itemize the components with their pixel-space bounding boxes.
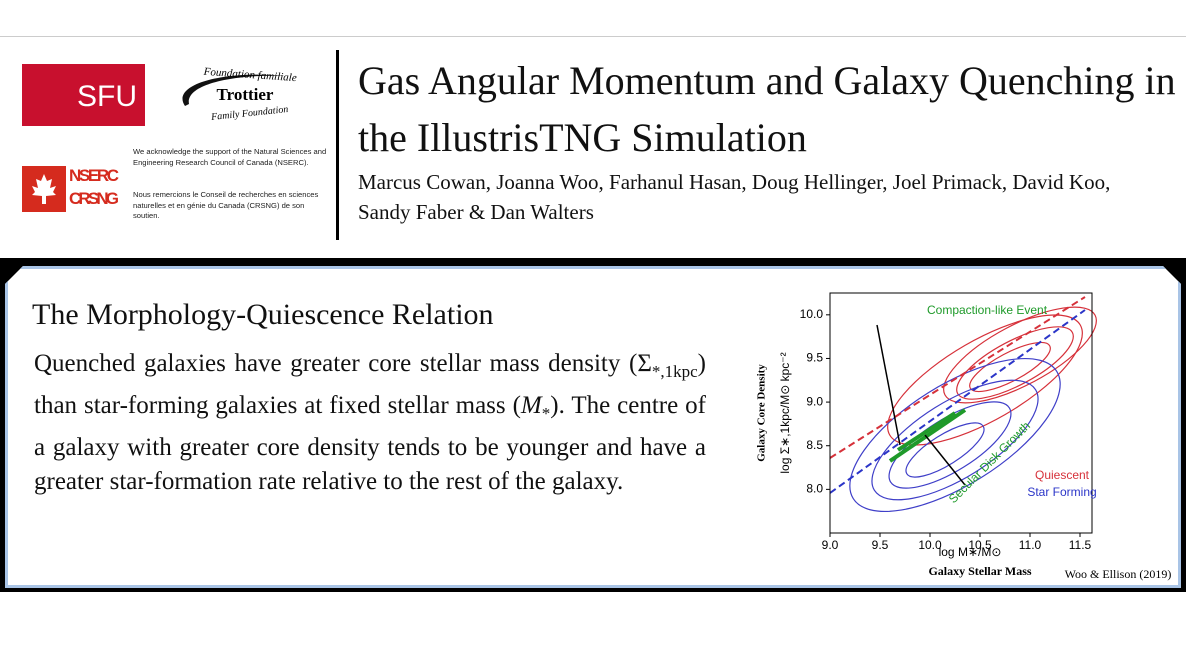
growth-arrow [888,408,967,463]
nserc-text: CRSNG [69,189,119,208]
figure: Compaction-like Event Secular Disk Growt… [756,292,1172,581]
nserc-text: NSERC [69,166,119,185]
annotation: Secular Disk Growth [946,419,1033,506]
symbol: Σ [637,350,652,377]
legend-entry: Star Forming [1027,485,1096,499]
sfu-text: SFU [77,80,137,113]
subscript: *,1kpc [651,362,698,381]
x-tick-label: 10.5 [968,538,992,552]
fit-line [829,309,1086,494]
authors: Marcus Cowan, Joanna Woo, Farhanul Hasan… [358,170,1111,224]
y-tick-label: 9.5 [806,351,823,365]
divider [336,50,339,240]
contour [887,314,1083,446]
y-tick-label: 8.0 [806,482,823,496]
trottier-logo: Foundation familiale Trottier Family Fou… [182,66,297,123]
body-text: ). The centre of a galaxy with greater c… [34,392,706,495]
contour [871,379,1039,501]
acknowledgement-fr: Nous remercions le Conseil de recherches… [133,190,319,220]
contour [905,422,985,478]
y-tick-label: 8.5 [806,438,823,452]
x-tick-label: 11.5 [1069,538,1092,552]
body-text: Quenched galaxies have greater core stel… [34,350,638,377]
acknowledgement-en: We acknowledge the support of the Natura… [133,147,327,167]
y-title: Galaxy Core Density [756,364,768,462]
annotation: Compaction-like Event [927,303,1048,317]
maple-leaf [32,174,56,204]
x-tick-label: 10.0 [918,538,942,552]
pointer [876,324,901,446]
contour [969,341,1051,393]
fit-line [829,296,1086,459]
swoosh [182,74,285,106]
section-body: Quenched galaxies have greater core stel… [34,347,706,499]
contours [849,306,1097,513]
x-title: Galaxy Stellar Mass [928,564,1031,578]
plot-frame [829,292,1093,534]
nserc-logo: NSERC CRSNG [22,166,119,212]
x-tick-label: 9.5 [872,538,889,552]
contour [956,326,1074,400]
subscript: * [541,404,551,423]
trottier-line: Family Foundation [210,104,289,123]
section-heading: The Morphology-Quiescence Relation [32,298,494,331]
body-text: ) than star-forming galaxies at fixed st… [34,350,706,419]
growth-arrow [896,411,957,452]
x-tick-label: 9.0 [822,538,839,552]
legend-entry: Quiescent [1035,468,1090,482]
contour [943,306,1097,404]
pointer [924,434,966,486]
top-rule [0,36,1186,37]
x-label: log M∗/M⊙ [939,545,1002,559]
y-label: log Σ∗,1kpc/M⊙ kpc⁻² [778,352,792,473]
credit: Woo & Ellison (2019) [1065,567,1172,581]
trottier-line: Trottier [217,85,274,104]
section-panel [5,266,1181,588]
poster-title: Gas Angular Momentum and Galaxy Quenchin… [358,58,1176,160]
contour [849,357,1061,513]
sfu-logo: SFU [22,64,145,126]
x-tick-label: 11.0 [1019,538,1042,552]
symbol: M [520,392,542,419]
y-tick-label: 10.0 [800,307,824,321]
y-tick-label: 9.0 [806,394,823,408]
